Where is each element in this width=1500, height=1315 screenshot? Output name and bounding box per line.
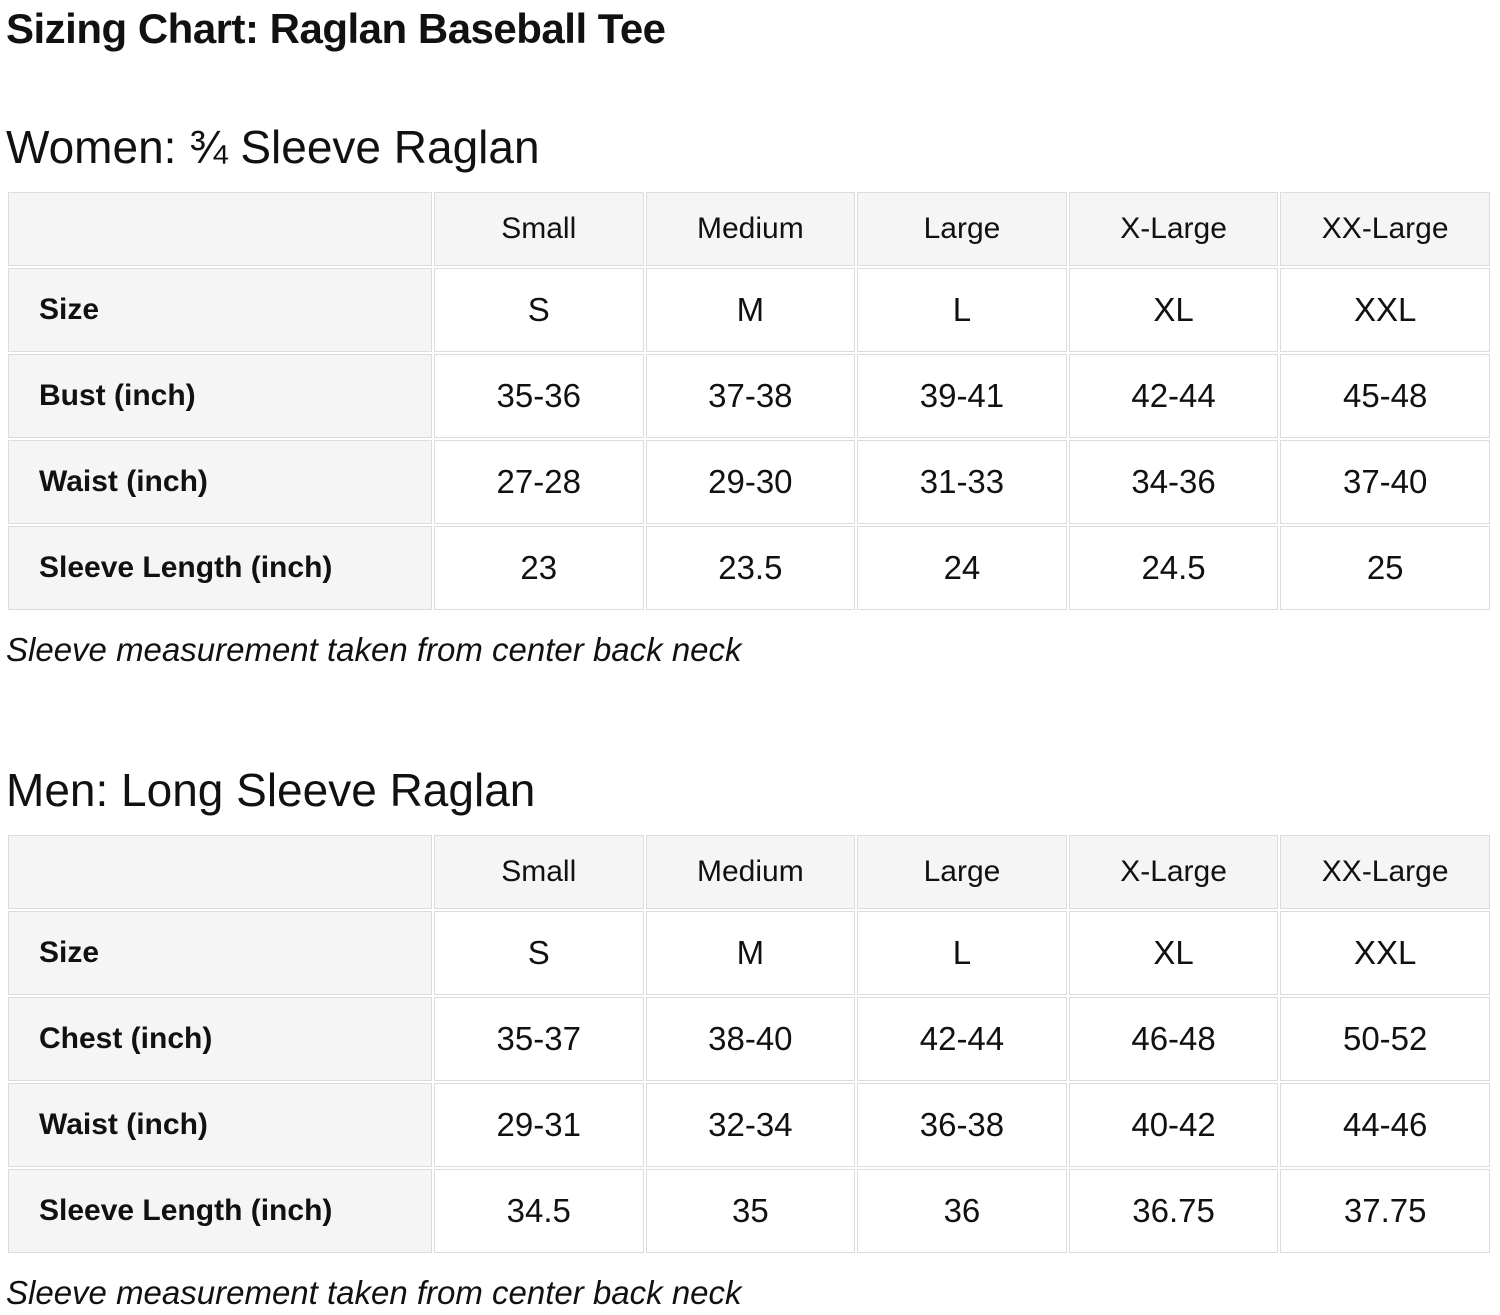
women-bust-large: 39-41 (857, 353, 1067, 438)
women-row-header-bust: Bust (inch) (8, 353, 432, 438)
men-chest-small: 35-37 (433, 996, 644, 1081)
men-corner-cell (8, 834, 432, 909)
page-title: Sizing Chart: Raglan Baseball Tee (6, 5, 666, 52)
men-sleeve-xxlarge: 37.75 (1280, 1168, 1490, 1253)
men-row-header-sleeve: Sleeve Length (inch) (8, 1168, 432, 1253)
men-row-header-chest: Chest (inch) (8, 996, 432, 1081)
women-bust-small: 35-36 (433, 353, 644, 438)
women-size-large: L (857, 267, 1067, 352)
women-column-header-large: Large (857, 191, 1067, 266)
men-waist-xxlarge: 44-46 (1280, 1082, 1490, 1167)
men-size-table: Small Medium Large X-Large XX-Large Size… (6, 833, 1492, 1255)
women-sleeve-large: 24 (857, 525, 1067, 610)
men-sleeve-medium: 35 (645, 1168, 856, 1253)
women-waist-large: 31-33 (857, 439, 1067, 524)
women-size-small: S (433, 267, 644, 352)
women-sleeve-small: 23 (433, 525, 644, 610)
women-row-header-size: Size (8, 267, 432, 352)
men-row-chest: Chest (inch) 35-37 38-40 42-44 46-48 50-… (8, 996, 1490, 1081)
men-chest-medium: 38-40 (645, 996, 856, 1081)
women-row-sleeve: Sleeve Length (inch) 23 23.5 24 24.5 25 (8, 525, 1490, 610)
men-column-header-large: Large (857, 834, 1067, 909)
men-chest-xlarge: 46-48 (1068, 996, 1279, 1081)
women-size-xxlarge: XXL (1280, 267, 1490, 352)
men-row-waist: Waist (inch) 29-31 32-34 36-38 40-42 44-… (8, 1082, 1490, 1167)
men-sleeve-xlarge: 36.75 (1068, 1168, 1279, 1253)
men-size-large: L (857, 910, 1067, 995)
men-chest-xxlarge: 50-52 (1280, 996, 1490, 1081)
men-waist-small: 29-31 (433, 1082, 644, 1167)
men-waist-xlarge: 40-42 (1068, 1082, 1279, 1167)
men-column-header-xxlarge: XX-Large (1280, 834, 1490, 909)
section-heading-men: Men: Long Sleeve Raglan (6, 764, 536, 817)
men-row-size: Size S M L XL XXL (8, 910, 1490, 995)
men-column-header-small: Small (433, 834, 644, 909)
women-footnote: Sleeve measurement taken from center bac… (6, 630, 742, 668)
men-header-row: Small Medium Large X-Large XX-Large (8, 834, 1490, 909)
women-bust-medium: 37-38 (645, 353, 856, 438)
women-waist-xxlarge: 37-40 (1280, 439, 1490, 524)
women-header-row: Small Medium Large X-Large XX-Large (8, 191, 1490, 266)
women-waist-medium: 29-30 (645, 439, 856, 524)
women-row-header-sleeve: Sleeve Length (inch) (8, 525, 432, 610)
women-waist-xlarge: 34-36 (1068, 439, 1279, 524)
men-row-header-size: Size (8, 910, 432, 995)
women-bust-xlarge: 42-44 (1068, 353, 1279, 438)
women-waist-small: 27-28 (433, 439, 644, 524)
women-bust-xxlarge: 45-48 (1280, 353, 1490, 438)
women-sleeve-xxlarge: 25 (1280, 525, 1490, 610)
men-size-xlarge: XL (1068, 910, 1279, 995)
women-column-header-small: Small (433, 191, 644, 266)
women-size-table: Small Medium Large X-Large XX-Large Size… (6, 190, 1492, 612)
men-column-header-medium: Medium (645, 834, 856, 909)
men-sleeve-large: 36 (857, 1168, 1067, 1253)
men-row-header-waist: Waist (inch) (8, 1082, 432, 1167)
men-sleeve-small: 34.5 (433, 1168, 644, 1253)
women-sleeve-medium: 23.5 (645, 525, 856, 610)
men-waist-large: 36-38 (857, 1082, 1067, 1167)
women-column-header-xxlarge: XX-Large (1280, 191, 1490, 266)
women-row-bust: Bust (inch) 35-36 37-38 39-41 42-44 45-4… (8, 353, 1490, 438)
women-row-size: Size S M L XL XXL (8, 267, 1490, 352)
women-size-medium: M (645, 267, 856, 352)
men-size-medium: M (645, 910, 856, 995)
women-column-header-xlarge: X-Large (1068, 191, 1279, 266)
section-heading-women: Women: ¾ Sleeve Raglan (6, 121, 540, 174)
men-footnote: Sleeve measurement taken from center bac… (6, 1273, 742, 1311)
men-size-small: S (433, 910, 644, 995)
women-column-header-medium: Medium (645, 191, 856, 266)
women-corner-cell (8, 191, 432, 266)
women-row-waist: Waist (inch) 27-28 29-30 31-33 34-36 37-… (8, 439, 1490, 524)
women-sleeve-xlarge: 24.5 (1068, 525, 1279, 610)
women-row-header-waist: Waist (inch) (8, 439, 432, 524)
men-row-sleeve: Sleeve Length (inch) 34.5 35 36 36.75 37… (8, 1168, 1490, 1253)
women-size-xlarge: XL (1068, 267, 1279, 352)
men-size-xxlarge: XXL (1280, 910, 1490, 995)
men-chest-large: 42-44 (857, 996, 1067, 1081)
men-column-header-xlarge: X-Large (1068, 834, 1279, 909)
men-waist-medium: 32-34 (645, 1082, 856, 1167)
